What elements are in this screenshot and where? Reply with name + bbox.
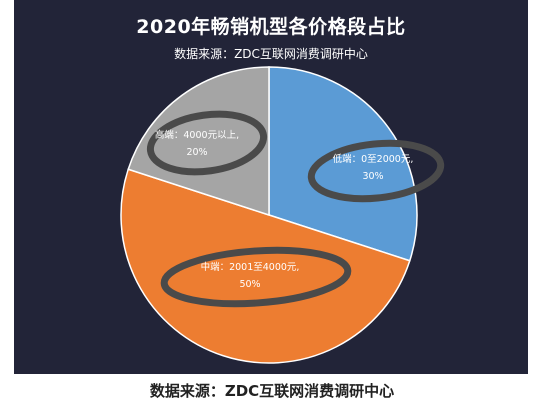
source-caption: 数据来源：ZDC互联网消费调研中心	[149, 382, 395, 400]
chart-title: 2020年畅销机型各价格段占比	[136, 16, 406, 38]
slice-percent-high: 20%	[186, 147, 207, 158]
pie-slice-mid	[120, 168, 411, 364]
slice-percent-mid: 50%	[239, 279, 260, 290]
slice-label-low: 低端：0至2000元,	[333, 153, 414, 165]
highlight-ring-low	[307, 139, 445, 203]
slice-label-high: 高端：4000元以上,	[155, 129, 239, 141]
chart-panel: 2020年畅销机型各价格段占比 数据来源：ZDC互联网消费调研中心 低端：0至2…	[14, 0, 528, 374]
pie-slice-high	[127, 66, 270, 217]
pie-slice-low	[268, 66, 418, 262]
pie-chart: 低端：0至2000元, 30% 中端：2001至4000元, 50% 高端：4000元以…	[120, 66, 445, 364]
slice-percent-low: 30%	[362, 171, 383, 182]
highlight-ring-high	[146, 110, 268, 176]
slice-label-mid: 中端：2001至4000元,	[201, 261, 300, 273]
chart-subtitle: 数据来源：ZDC互联网消费调研中心	[174, 47, 368, 61]
highlight-ring-mid	[160, 246, 352, 308]
